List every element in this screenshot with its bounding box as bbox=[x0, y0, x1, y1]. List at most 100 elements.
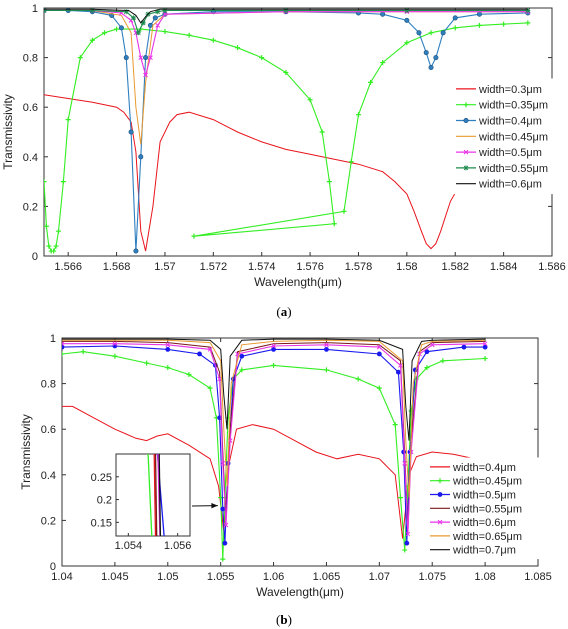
chart-b-series-marker-2 bbox=[424, 349, 430, 355]
chart-b-xtick-label: 1.045 bbox=[101, 571, 129, 583]
chart-b-series-marker-4 bbox=[220, 461, 226, 466]
chart-a-series-marker-2 bbox=[128, 129, 134, 135]
chart-a-series-marker-1 bbox=[77, 55, 83, 61]
chart-b-series-marker-4 bbox=[271, 343, 276, 349]
chart-b-series-marker-4 bbox=[398, 363, 403, 368]
chart-a-series-marker-1 bbox=[60, 179, 66, 185]
chart-a-series-marker-4 bbox=[148, 55, 153, 60]
chart-a-xtick-label: 1.58 bbox=[396, 261, 417, 273]
chart-b-xtick-label: 1.065 bbox=[313, 571, 341, 583]
chart-a-xtick-label: 1.578 bbox=[345, 261, 373, 273]
chart-a-series-marker-1 bbox=[162, 29, 168, 35]
chart-b-series-marker-1 bbox=[144, 360, 150, 366]
chart-a-series-line-5 bbox=[44, 9, 528, 35]
chart-a-series-marker-4 bbox=[162, 11, 168, 17]
chart-a-ytick-label: 1 bbox=[32, 3, 38, 15]
chart-b-ylabel: Transmissivity bbox=[19, 414, 33, 490]
chart-b-series-marker-1 bbox=[424, 365, 430, 371]
chart-a-series-marker-1 bbox=[428, 30, 434, 36]
chart-a-series-marker-5 bbox=[123, 9, 129, 15]
chart-b-legend-label: width=0.45μm bbox=[452, 476, 522, 488]
chart-a-legend-label: width=0.3μm bbox=[478, 84, 542, 96]
chart-b-legend-label: width=0.4μm bbox=[452, 462, 516, 474]
chart-a-series-marker-1 bbox=[44, 223, 49, 229]
chart-a-series-marker-2 bbox=[133, 248, 139, 254]
chart-b-legend-marker bbox=[437, 492, 443, 497]
chart-b-series-marker-1 bbox=[80, 349, 86, 355]
chart-a-series-marker-1 bbox=[525, 20, 531, 26]
chart-b-series-marker-1 bbox=[397, 495, 403, 501]
chart-b-xtick-label: 1.04 bbox=[51, 571, 72, 583]
chart-a-legend-label: width=0.4μm bbox=[478, 116, 542, 128]
chart-b-series-marker-2 bbox=[165, 347, 171, 352]
chart-a-xtick-label: 1.566 bbox=[54, 261, 82, 273]
chart-a-series-marker-1 bbox=[404, 40, 410, 46]
chart-a-ylabel: Transmissivity bbox=[1, 94, 15, 170]
chart-b-ytick-label: 0.4 bbox=[41, 470, 56, 482]
chart-b-series-marker-2 bbox=[461, 344, 467, 350]
chart-a-series-marker-4 bbox=[138, 55, 144, 60]
chart-b-inset-ytick-label: 0.2 bbox=[97, 495, 112, 507]
chart-a-series-marker-1 bbox=[283, 69, 289, 75]
chart-b-inset-frame bbox=[115, 453, 191, 537]
chart-a-series-marker-1 bbox=[319, 129, 325, 135]
chart-b-series-group bbox=[62, 338, 488, 562]
chart-a-legend-label: width=0.45μm bbox=[478, 131, 548, 143]
chart-b-inset-ytick-label: 0.25 bbox=[91, 472, 112, 484]
chart-a-series-marker-2 bbox=[152, 15, 158, 21]
chart-b-xtick-label: 1.05 bbox=[157, 571, 178, 583]
chart-b-xtick-label: 1.085 bbox=[524, 571, 552, 583]
chart-b-series-marker-2 bbox=[239, 353, 245, 359]
chart-a-series-marker-2 bbox=[428, 65, 434, 71]
chart-b-xtick-label: 1.06 bbox=[263, 571, 284, 583]
chart-a-series-marker-1 bbox=[326, 179, 332, 185]
chart-a-series-marker-1 bbox=[65, 117, 71, 123]
chart-b-legend-box bbox=[425, 457, 539, 560]
chart-a-ytick-label: 0.6 bbox=[23, 102, 38, 114]
chart-a-series-marker-1 bbox=[114, 26, 120, 32]
chart-a-legend: width=0.3μm width=0.35μm width=0.4μm width=… bbox=[451, 78, 553, 195]
chart-b-legend-marker bbox=[437, 478, 443, 484]
chart-a-xtick-label: 1.57 bbox=[154, 261, 175, 273]
chart-b-xtick-label: 1.055 bbox=[207, 571, 235, 583]
chart-a-series-marker-2 bbox=[123, 55, 129, 61]
chart-b-series-marker-4 bbox=[376, 344, 382, 350]
chart-a-series-marker-2 bbox=[143, 55, 149, 61]
chart-a-series-group bbox=[44, 8, 531, 254]
chart-b-series-marker-1 bbox=[482, 356, 488, 362]
chart-b-series-marker-1 bbox=[392, 422, 398, 428]
chart-b-series-line-6 bbox=[62, 338, 486, 441]
chart-b-legend-label: width=0.6μm bbox=[452, 517, 516, 529]
chart-b-legend-label: width=0.7μm bbox=[452, 545, 516, 557]
chart-b-xtick-label: 1.07 bbox=[369, 571, 390, 583]
chart-b-series-marker-1 bbox=[440, 358, 446, 364]
chart-a-series-marker-5 bbox=[140, 20, 146, 26]
chart-b-series-marker-4 bbox=[165, 342, 171, 348]
chart-a: 1.566 1.568 1.57 1.572 1.574 1.576 1.578 1.58 1.… bbox=[1, 3, 566, 289]
chart-a-series-marker-5 bbox=[131, 15, 137, 21]
chart-b-series-marker-4 bbox=[217, 376, 222, 382]
chart-b-legend-marker bbox=[437, 519, 443, 525]
chart-a-series-marker-5 bbox=[89, 8, 95, 13]
chart-a-series-marker-1 bbox=[501, 21, 507, 27]
chart-b-inset-xtick-label: 1.056 bbox=[164, 540, 192, 552]
chart-b-inset-line-2 bbox=[154, 454, 158, 536]
chart-a-legend-label: width=0.55μm bbox=[478, 163, 548, 175]
chart-a-series-marker-2 bbox=[440, 30, 446, 36]
chart-b-ytick-label: 0 bbox=[50, 561, 56, 573]
chart-b-xtick-label: 1.075 bbox=[418, 571, 446, 583]
chart-a-series-marker-1 bbox=[53, 243, 59, 249]
chart-b-series-marker-2 bbox=[324, 347, 329, 352]
chart-a-series-marker-1 bbox=[476, 22, 482, 28]
chart-a-series-marker-1 bbox=[331, 221, 337, 227]
chart-a-series-marker-1 bbox=[191, 233, 197, 239]
chart-b-series-marker-1 bbox=[186, 371, 192, 377]
chart-b-series-marker-4 bbox=[405, 531, 411, 537]
chart-a-series-marker-1 bbox=[368, 79, 374, 85]
chart-b-series-marker-1 bbox=[323, 367, 329, 373]
chart-a-legend-marker bbox=[463, 165, 469, 171]
chart-a-series-marker-1 bbox=[210, 37, 216, 43]
chart-a-xlabel: Wavelength(μm) bbox=[254, 275, 342, 289]
chart-a-series-marker-2 bbox=[423, 50, 429, 56]
chart-a-series-marker-1 bbox=[259, 55, 265, 61]
